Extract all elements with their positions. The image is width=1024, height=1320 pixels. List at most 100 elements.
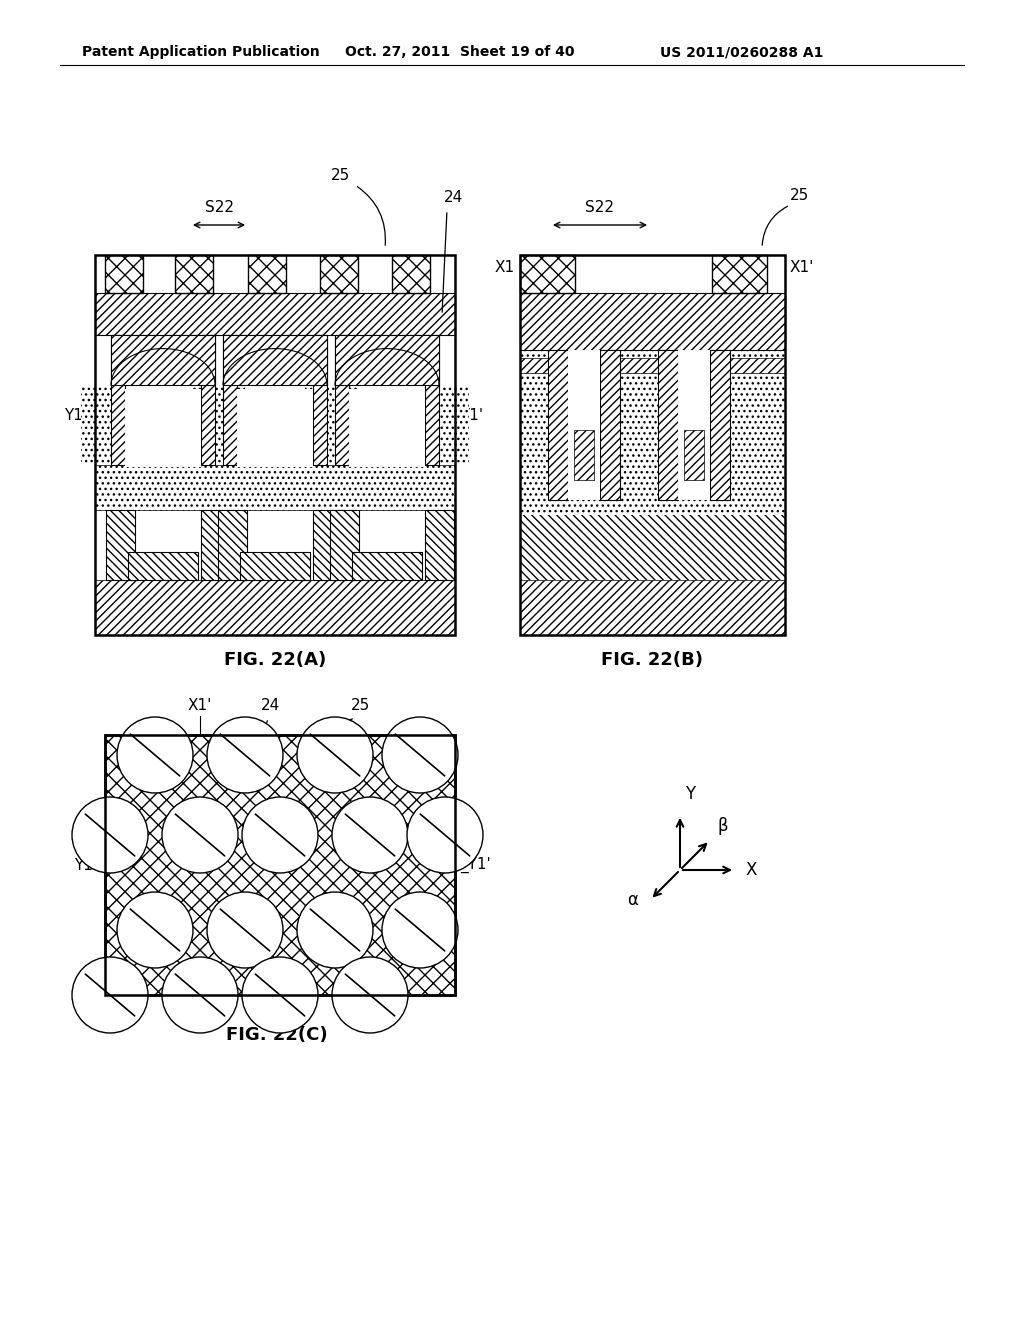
Text: α: α xyxy=(628,891,638,908)
Bar xyxy=(520,358,785,374)
Circle shape xyxy=(332,957,408,1034)
Bar xyxy=(105,735,455,995)
Bar xyxy=(105,735,455,995)
Text: X1': X1' xyxy=(187,697,212,713)
Text: S22: S22 xyxy=(205,201,233,215)
Bar xyxy=(95,465,455,510)
Bar xyxy=(218,510,247,579)
Bar xyxy=(684,430,705,480)
Bar xyxy=(305,385,335,465)
Circle shape xyxy=(407,797,483,873)
Bar xyxy=(95,579,455,635)
Bar xyxy=(313,335,327,465)
Circle shape xyxy=(332,797,408,873)
Circle shape xyxy=(207,717,283,793)
Text: 24: 24 xyxy=(444,190,463,206)
Text: β: β xyxy=(718,817,728,836)
Bar xyxy=(111,335,215,385)
Bar xyxy=(95,255,455,635)
Circle shape xyxy=(297,892,373,968)
Text: 25: 25 xyxy=(350,697,370,713)
Text: _Y1': _Y1' xyxy=(460,857,490,873)
Bar xyxy=(175,255,213,293)
Circle shape xyxy=(162,797,238,873)
Bar xyxy=(574,430,594,480)
Bar xyxy=(95,255,455,635)
Bar xyxy=(600,350,620,500)
Circle shape xyxy=(72,797,148,873)
Bar xyxy=(352,552,422,579)
Bar xyxy=(111,335,125,465)
Bar xyxy=(201,335,215,465)
Bar xyxy=(330,510,359,579)
Bar xyxy=(128,552,198,579)
Bar xyxy=(215,385,245,465)
Bar xyxy=(335,335,439,385)
Text: FIG. 22(B): FIG. 22(B) xyxy=(601,651,703,669)
Bar xyxy=(520,255,575,293)
Bar xyxy=(425,335,439,465)
Text: 25: 25 xyxy=(790,187,809,202)
Text: Patent Application Publication: Patent Application Publication xyxy=(82,45,319,59)
Bar xyxy=(658,350,678,500)
Text: Y1': Y1' xyxy=(460,408,483,422)
Bar xyxy=(313,510,342,579)
Text: X: X xyxy=(745,861,757,879)
Bar xyxy=(240,552,310,579)
Bar xyxy=(105,255,143,293)
Bar xyxy=(248,255,286,293)
Bar xyxy=(193,385,223,465)
Circle shape xyxy=(72,957,148,1034)
Text: 25: 25 xyxy=(331,168,349,182)
Bar xyxy=(520,579,785,635)
Text: X1: X1 xyxy=(495,260,515,276)
Text: FIG. 22(C): FIG. 22(C) xyxy=(226,1026,328,1044)
Bar xyxy=(520,350,785,515)
Bar xyxy=(520,293,785,350)
Bar xyxy=(125,389,201,467)
Circle shape xyxy=(117,892,193,968)
Text: Oct. 27, 2011  Sheet 19 of 40: Oct. 27, 2011 Sheet 19 of 40 xyxy=(345,45,574,59)
Bar xyxy=(349,389,425,467)
Text: X1: X1 xyxy=(267,1010,287,1026)
Bar xyxy=(710,350,730,500)
Circle shape xyxy=(207,892,283,968)
Bar xyxy=(106,510,135,579)
Bar xyxy=(81,385,111,465)
Bar xyxy=(425,510,454,579)
Circle shape xyxy=(382,892,458,968)
Bar xyxy=(95,293,455,335)
Circle shape xyxy=(297,717,373,793)
Bar xyxy=(678,350,710,500)
Bar xyxy=(568,350,600,500)
Circle shape xyxy=(117,717,193,793)
Bar xyxy=(237,389,313,467)
Bar xyxy=(392,255,430,293)
Bar xyxy=(712,255,767,293)
Bar xyxy=(548,350,568,500)
Bar xyxy=(223,335,327,385)
Bar xyxy=(439,385,469,465)
Bar xyxy=(95,510,455,579)
Bar xyxy=(319,255,358,293)
Circle shape xyxy=(242,797,318,873)
Circle shape xyxy=(382,717,458,793)
Bar xyxy=(520,255,785,635)
Text: Y1: Y1 xyxy=(74,858,93,873)
Text: S22: S22 xyxy=(586,201,614,215)
Text: US 2011/0260288 A1: US 2011/0260288 A1 xyxy=(660,45,823,59)
Text: Y: Y xyxy=(685,785,695,803)
Text: Y1: Y1 xyxy=(65,408,83,422)
Text: FIG. 22(A): FIG. 22(A) xyxy=(224,651,326,669)
Text: X1': X1' xyxy=(790,260,814,276)
Circle shape xyxy=(242,957,318,1034)
Text: 24: 24 xyxy=(260,697,280,713)
Bar xyxy=(95,335,455,465)
Bar xyxy=(201,510,230,579)
Bar xyxy=(520,515,785,579)
Bar xyxy=(335,335,349,465)
Circle shape xyxy=(162,957,238,1034)
Bar xyxy=(327,385,357,465)
Bar xyxy=(223,335,237,465)
Bar xyxy=(520,255,785,635)
